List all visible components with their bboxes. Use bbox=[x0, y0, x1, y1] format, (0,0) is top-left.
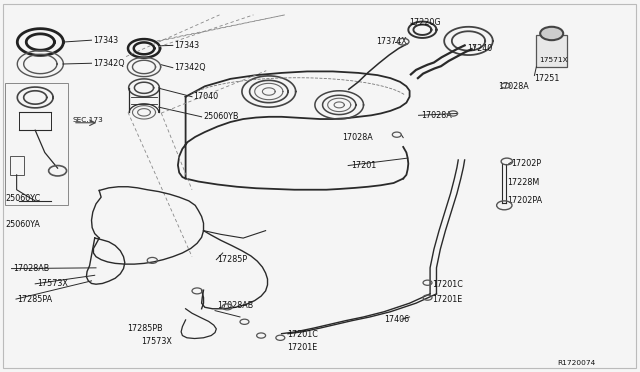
Text: R1720074: R1720074 bbox=[557, 360, 595, 366]
Text: 17028AB: 17028AB bbox=[218, 301, 254, 310]
Text: 17240: 17240 bbox=[467, 44, 492, 53]
Text: 17202PA: 17202PA bbox=[507, 196, 542, 205]
Text: 25060YA: 25060YA bbox=[5, 220, 40, 229]
Text: 17406: 17406 bbox=[384, 315, 409, 324]
Text: 17202P: 17202P bbox=[511, 159, 541, 168]
Circle shape bbox=[540, 27, 563, 40]
Text: 17342Q: 17342Q bbox=[93, 59, 124, 68]
Text: 17201C: 17201C bbox=[287, 330, 317, 339]
Text: 17251: 17251 bbox=[534, 74, 560, 83]
Text: 25060YC: 25060YC bbox=[5, 194, 40, 203]
Text: 17201: 17201 bbox=[351, 161, 376, 170]
Text: 17201E: 17201E bbox=[432, 295, 462, 304]
Text: 17201C: 17201C bbox=[432, 280, 463, 289]
Text: 17040: 17040 bbox=[193, 92, 218, 101]
Text: 25060YB: 25060YB bbox=[203, 112, 238, 121]
Text: 17028A: 17028A bbox=[498, 82, 529, 91]
Text: 17571X: 17571X bbox=[539, 57, 568, 62]
Text: 17343: 17343 bbox=[174, 41, 199, 50]
Text: 17228M: 17228M bbox=[507, 178, 539, 187]
Text: SEC.173: SEC.173 bbox=[73, 117, 104, 123]
Text: 17343: 17343 bbox=[93, 36, 118, 45]
FancyBboxPatch shape bbox=[536, 35, 567, 67]
Text: 17285PB: 17285PB bbox=[127, 324, 163, 333]
Text: 17285P: 17285P bbox=[218, 255, 248, 264]
Text: 17573X: 17573X bbox=[141, 337, 172, 346]
Text: 17028A: 17028A bbox=[421, 111, 452, 120]
Text: 17201E: 17201E bbox=[287, 343, 317, 352]
Text: 17220G: 17220G bbox=[410, 18, 441, 27]
Text: 17028A: 17028A bbox=[342, 133, 373, 142]
Text: 17374X: 17374X bbox=[376, 37, 407, 46]
Text: 17285PA: 17285PA bbox=[17, 295, 52, 304]
Text: 17573X: 17573X bbox=[37, 279, 68, 288]
Text: 17028AB: 17028AB bbox=[13, 264, 49, 273]
Text: 17342Q: 17342Q bbox=[174, 63, 205, 72]
